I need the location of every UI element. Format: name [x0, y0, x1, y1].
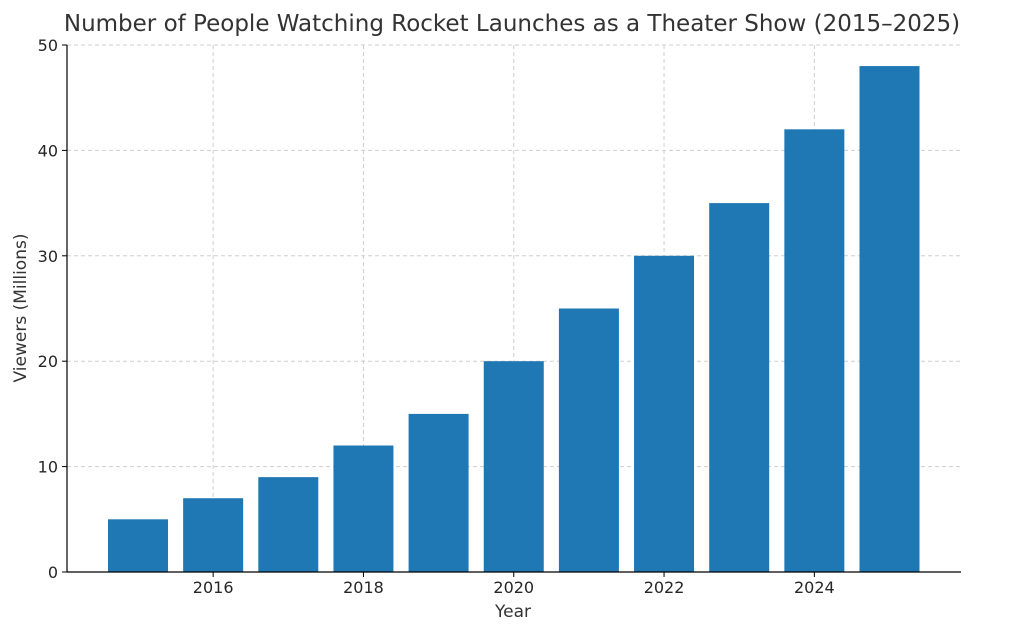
y-tick-label: 10 — [38, 458, 58, 477]
bar-2015 — [108, 519, 168, 572]
x-tick-label: 2020 — [493, 578, 534, 597]
x-tick-label: 2016 — [193, 578, 234, 597]
bar-2021 — [558, 308, 619, 572]
bar-2016 — [183, 498, 244, 572]
bar-2024 — [784, 129, 845, 572]
chart-title: Number of People Watching Rocket Launche… — [64, 11, 960, 37]
y-tick-label: 50 — [38, 36, 58, 55]
bar-2017 — [258, 477, 319, 572]
y-tick-label: 30 — [38, 247, 58, 266]
bar-2025 — [859, 66, 920, 572]
ticks-layer: 0 10 20 30 40 50 2016 2018 2020 2022 2024 — [38, 36, 835, 597]
x-tick-label: 2018 — [343, 578, 384, 597]
x-tick-label: 2024 — [794, 578, 835, 597]
bar-2023 — [709, 203, 770, 572]
bar-2020 — [483, 361, 544, 572]
y-tick-label: 40 — [38, 141, 58, 160]
x-tick-label: 2022 — [644, 578, 685, 597]
bars-layer — [108, 66, 920, 573]
y-tick-label: 0 — [48, 563, 58, 582]
y-axis-label: Viewers (Millions) — [11, 234, 31, 383]
y-tick-label: 20 — [38, 352, 58, 371]
bar-2022 — [634, 255, 695, 573]
bar-2019 — [408, 413, 469, 572]
bar-2018 — [333, 445, 394, 572]
x-axis-label: Year — [494, 602, 531, 622]
